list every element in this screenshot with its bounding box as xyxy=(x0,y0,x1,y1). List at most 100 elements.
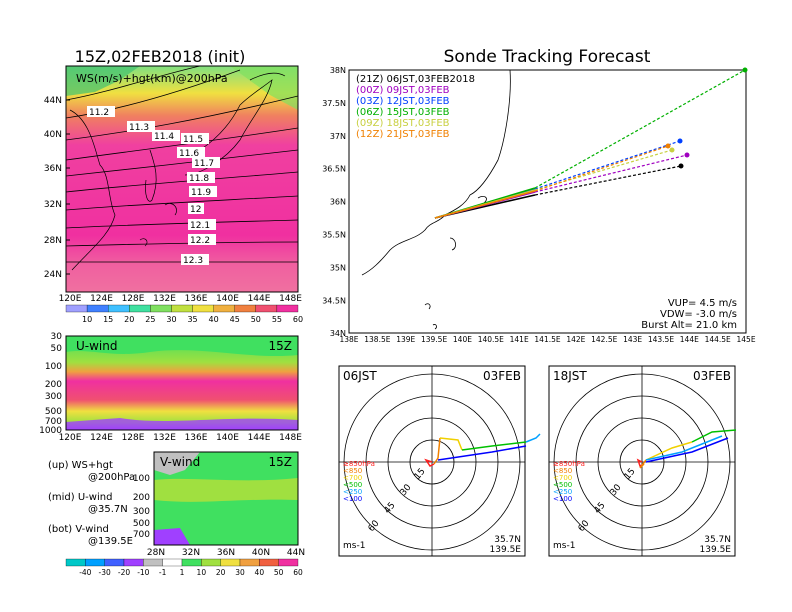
hodograph-legend-entry: <100 xyxy=(343,495,362,503)
contour-label-box xyxy=(152,130,180,141)
uwind-time: 15Z xyxy=(269,339,293,353)
contour-label: 12 xyxy=(190,205,201,215)
wind-colorbar-cell xyxy=(85,558,105,567)
lat-tick-label: 37.5N xyxy=(322,99,346,108)
right-title: Sonde Tracking Forecast xyxy=(444,47,651,67)
wind-colorbar-cell xyxy=(143,558,163,567)
ws-colorbar-cell xyxy=(108,304,130,313)
contour-label-box xyxy=(188,219,216,230)
wind-colorbar-cell xyxy=(239,558,260,567)
hodograph-legend-entry: ≥850hPa xyxy=(343,460,375,468)
lon-tick-label: 141E xyxy=(510,335,529,344)
lon-tick-label: 140.5E xyxy=(478,335,504,344)
hodograph-trace xyxy=(424,458,435,467)
lon-tick-label: 140E xyxy=(216,433,239,443)
lat-tick-label: 32N xyxy=(182,548,200,558)
pressure-tick-label: 30 xyxy=(51,332,63,342)
info-burst: Burst Alt= 21.0 km xyxy=(641,320,737,331)
ws-colorbar-label: 50 xyxy=(251,315,261,324)
hodograph-time: 06JST xyxy=(343,369,377,383)
map-lat-ticks: 44N 40N 36N 32N 28N 24N xyxy=(44,96,70,280)
lon-tick-label: 132E xyxy=(153,433,176,443)
track-lon-ticks: 138E 138.5E 139E 139.5E 140E 140.5E 141E 141.5E… xyxy=(339,335,755,344)
lon-tick-label: 142E xyxy=(566,335,585,344)
hodograph-trace xyxy=(461,441,527,451)
ws-colorbar-cell xyxy=(213,304,235,313)
wind-colorbar-label: 20 xyxy=(216,568,226,577)
hodograph-trace xyxy=(525,433,541,443)
lon-tick-label: 136E xyxy=(185,294,208,304)
lon-tick-label: 142.5E xyxy=(591,335,617,344)
hodograph-lat: 35.7N xyxy=(704,535,731,545)
lon-tick-label: 138E xyxy=(339,335,358,344)
wind-colorbar-cell xyxy=(104,558,125,567)
track-legend-entry: (12Z) 21JST,03FEB xyxy=(356,129,450,140)
ws-colorbar: 10 15 20 25 30 35 40 45 50 55 60 xyxy=(65,304,303,324)
pressure-tick-label: 700 xyxy=(45,417,62,427)
hodograph-unit: ms-1 xyxy=(343,541,365,551)
info-vup: VUP= 4.5 m/s xyxy=(668,298,737,309)
legend-up-1: (up) WS+hgt xyxy=(48,460,113,471)
lat-tick-label: 34.5N xyxy=(322,296,346,305)
hodograph-legend-entry: <500 xyxy=(343,481,362,489)
lon-tick-label: 143.5E xyxy=(648,335,674,344)
legend-bot-1: (bot) V-wind xyxy=(48,524,109,535)
wind-colorbar-label: 50 xyxy=(274,568,284,577)
ws-colorbar-cell xyxy=(129,304,151,313)
lon-tick-label: 124E xyxy=(90,294,113,304)
hodograph-trace xyxy=(433,437,441,465)
track-map-frame xyxy=(348,69,747,334)
ws-colorbar-label: 30 xyxy=(166,315,176,324)
lat-tick-label: 34N xyxy=(330,329,346,338)
hodograph-legend-entry: <500 xyxy=(553,481,572,489)
track-legend-entry: (09Z) 18JST,03FEB xyxy=(356,118,450,129)
ws-colorbar-cell xyxy=(65,304,88,313)
wind-colorbar-cell xyxy=(162,558,183,567)
track-endpoint xyxy=(665,143,671,149)
ws-map-label: WS(m/s)+hgt(km)@200hPa xyxy=(76,72,228,85)
hodograph-legend-entry: <250 xyxy=(553,488,572,496)
pressure-tick-label: 300 xyxy=(133,507,150,517)
pressure-tick-label: 1000 xyxy=(39,426,62,436)
lon-tick-label: 136E xyxy=(185,433,208,443)
lat-tick-label: 36.5N xyxy=(322,165,346,174)
wind-colorbar-cell xyxy=(65,558,86,567)
contour-label-box xyxy=(181,133,209,144)
vwind-lat-ticks: 28N 32N 36N 40N 44N xyxy=(147,548,305,558)
lat-tick-label: 40N xyxy=(252,548,270,558)
contour-label-box xyxy=(87,106,115,117)
legend-mid-1: (mid) U-wind xyxy=(48,492,112,503)
hodograph-lon: 139.5E xyxy=(700,545,732,555)
wind-colorbar-label: -40 xyxy=(79,568,91,577)
lon-tick-label: 144E xyxy=(680,335,699,344)
vwind-surface-patch xyxy=(154,528,190,545)
lat-tick-label: 35.5N xyxy=(322,231,346,240)
lon-tick-label: 140E xyxy=(216,294,239,304)
ws-colorbar-cell xyxy=(234,304,256,313)
ws-colorbar-label: 55 xyxy=(272,315,282,324)
wind-colorbar-cell xyxy=(259,558,279,567)
contour-label-box xyxy=(192,157,220,168)
lat-tick-label: 24N xyxy=(44,270,62,280)
lat-tick-label: 40N xyxy=(44,130,62,140)
panel-legend: (up) WS+hgt @200hPa (mid) U-wind @35.7N … xyxy=(48,460,135,547)
uwind-upper-band xyxy=(66,336,298,357)
contour-label-box xyxy=(181,254,209,265)
lon-tick-label: 128E xyxy=(122,294,145,304)
wind-colorbar-label: 1 xyxy=(180,568,185,577)
lat-tick-label: 32N xyxy=(44,200,62,210)
ws-colorbar-cell xyxy=(171,304,193,313)
hodograph-trace xyxy=(645,435,723,461)
pressure-tick-label: 50 xyxy=(51,344,63,354)
ws-colorbar-label: 20 xyxy=(124,315,134,324)
contour-label-group: 11.2 11.3 11.4 11.5 11.611.7 11.8 11.9 12 12.1 12… xyxy=(87,106,220,266)
lon-tick-label: 120E xyxy=(59,433,82,443)
lat-tick-label: 44N xyxy=(44,96,62,106)
vwind-time: 15Z xyxy=(269,455,293,469)
track-legend-entry: (06Z) 15JST,03FEB xyxy=(356,107,450,118)
ws-low-region xyxy=(66,66,140,96)
wind-colorbar-cell xyxy=(181,558,202,567)
lon-tick-label: 148E xyxy=(279,294,302,304)
contour-label-box xyxy=(188,203,204,214)
